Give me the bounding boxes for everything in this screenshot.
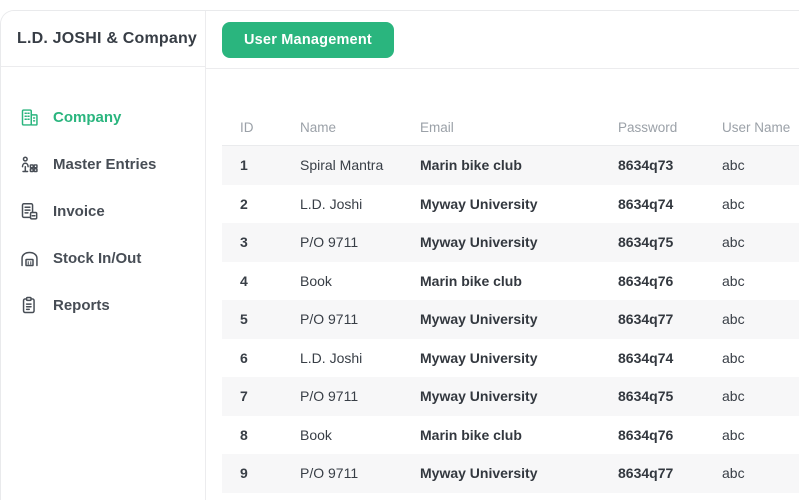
cell-password: 8634q74 <box>618 349 674 366</box>
company-title: L.D. JOSHI & Company <box>17 29 198 47</box>
cell-username: abc <box>722 234 745 251</box>
table-row[interactable]: 7 P/O 9711 Myway University 8634q75 abc <box>222 377 799 416</box>
cell-password: 8634q77 <box>618 465 674 482</box>
cell-email: Marin bike club <box>420 272 522 289</box>
table-row[interactable]: 8 Book Marin bike club 8634q76 abc <box>222 416 799 455</box>
main-content: User Management ID Name Email Password U… <box>206 11 799 500</box>
building-icon <box>18 107 40 129</box>
clipboard-icon <box>18 295 40 317</box>
cell-id: 9 <box>240 465 248 482</box>
table-row[interactable]: 9 P/O 9711 Myway University 8634q77 abc <box>222 454 799 493</box>
sidebar-item-company[interactable]: Company <box>1 94 205 141</box>
table-row[interactable]: 4 Book Marin bike club 8634q76 abc <box>222 262 799 301</box>
cell-name: L.D. Joshi <box>300 349 363 366</box>
sidebar-item-label: Reports <box>53 297 110 314</box>
main-topbar: User Management <box>206 11 799 69</box>
cell-email: Myway University <box>420 465 538 482</box>
table-row[interactable]: 5 P/O 9711 Myway University 8634q77 abc <box>222 300 799 339</box>
cell-email: Marin bike club <box>420 157 522 174</box>
warehouse-icon <box>18 248 40 270</box>
sidebar-item-label: Stock In/Out <box>53 250 142 267</box>
cell-username: abc <box>722 195 745 212</box>
cell-username: abc <box>722 311 745 328</box>
cell-name: P/O 9711 <box>300 311 359 328</box>
app-frame: L.D. JOSHI & Company Company <box>0 10 799 500</box>
cell-password: 8634q76 <box>618 272 674 289</box>
sidebar-header: L.D. JOSHI & Company <box>1 11 205 67</box>
sidebar-item-invoice[interactable]: Invoice <box>1 188 205 235</box>
cell-username: abc <box>722 157 745 174</box>
sidebar-item-reports[interactable]: Reports <box>1 282 205 329</box>
cell-username: abc <box>722 272 745 289</box>
sidebar: L.D. JOSHI & Company Company <box>1 11 206 500</box>
cell-name: Book <box>300 426 332 443</box>
invoice-icon <box>18 201 40 223</box>
users-table: ID Name Email Password User Name 1 Spira… <box>222 110 799 493</box>
cell-password: 8634q76 <box>618 426 674 443</box>
cell-id: 6 <box>240 349 248 366</box>
column-header-id: ID <box>240 120 254 135</box>
cell-email: Myway University <box>420 349 538 366</box>
cell-id: 1 <box>240 157 248 174</box>
cell-id: 5 <box>240 311 248 328</box>
cell-name: Book <box>300 272 332 289</box>
cell-username: abc <box>722 388 745 405</box>
column-header-password: Password <box>618 120 678 135</box>
cell-id: 4 <box>240 272 248 289</box>
table-row[interactable]: 3 P/O 9711 Myway University 8634q75 abc <box>222 223 799 262</box>
cell-password: 8634q77 <box>618 311 674 328</box>
cell-email: Myway University <box>420 388 538 405</box>
user-management-button[interactable]: User Management <box>222 21 394 58</box>
column-header-username: User Name <box>722 120 791 135</box>
cell-id: 3 <box>240 234 248 251</box>
cell-id: 8 <box>240 426 248 443</box>
sidebar-nav: Company Master Entries <box>1 67 205 329</box>
cell-name: P/O 9711 <box>300 234 359 251</box>
org-chart-icon <box>18 154 40 176</box>
cell-id: 2 <box>240 195 248 212</box>
table-row[interactable]: 6 L.D. Joshi Myway University 8634q74 ab… <box>222 339 799 378</box>
table-row[interactable]: 1 Spiral Mantra Marin bike club 8634q73 … <box>222 146 799 185</box>
table-row[interactable]: 2 L.D. Joshi Myway University 8634q74 ab… <box>222 185 799 224</box>
sidebar-item-label: Invoice <box>53 203 105 220</box>
cell-username: abc <box>722 465 745 482</box>
cell-name: P/O 9711 <box>300 388 359 405</box>
column-header-email: Email <box>420 120 454 135</box>
cell-name: Spiral Mantra <box>300 157 384 174</box>
cell-username: abc <box>722 349 745 366</box>
cell-username: abc <box>722 426 745 443</box>
cell-email: Myway University <box>420 311 538 328</box>
cell-email: Myway University <box>420 234 538 251</box>
cell-name: P/O 9711 <box>300 465 359 482</box>
sidebar-item-master-entries[interactable]: Master Entries <box>1 141 205 188</box>
cell-email: Myway University <box>420 195 538 212</box>
sidebar-item-label: Company <box>53 109 122 126</box>
cell-password: 8634q74 <box>618 195 674 212</box>
table-header-row: ID Name Email Password User Name <box>222 110 799 146</box>
sidebar-item-stock-in-out[interactable]: Stock In/Out <box>1 235 205 282</box>
sidebar-item-label: Master Entries <box>53 156 157 173</box>
cell-password: 8634q75 <box>618 388 674 405</box>
cell-password: 8634q75 <box>618 234 674 251</box>
cell-id: 7 <box>240 388 248 405</box>
cell-name: L.D. Joshi <box>300 195 363 212</box>
cell-email: Marin bike club <box>420 426 522 443</box>
column-header-name: Name <box>300 120 337 135</box>
cell-password: 8634q73 <box>618 157 674 174</box>
